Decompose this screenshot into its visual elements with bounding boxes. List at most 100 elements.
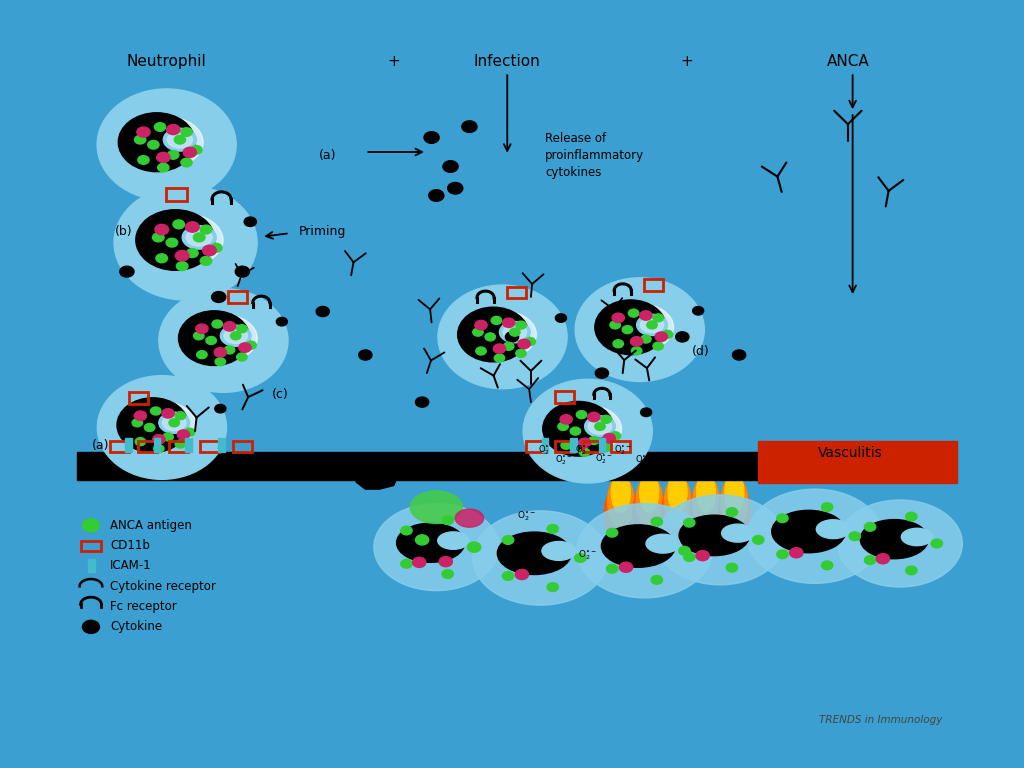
Ellipse shape — [655, 495, 784, 584]
Ellipse shape — [159, 289, 288, 392]
Text: TRENDS in Immunology: TRENDS in Immunology — [819, 715, 942, 725]
Circle shape — [443, 161, 458, 172]
Circle shape — [155, 123, 166, 131]
Circle shape — [663, 330, 673, 339]
Circle shape — [194, 233, 205, 242]
Circle shape — [613, 339, 624, 348]
Ellipse shape — [523, 379, 652, 483]
Ellipse shape — [721, 476, 748, 527]
Bar — [599, 438, 605, 452]
Text: O$_2^{\bullet-}$: O$_2^{\bullet-}$ — [595, 452, 613, 466]
Circle shape — [676, 332, 689, 342]
Circle shape — [174, 135, 185, 144]
Bar — [218, 438, 225, 452]
Circle shape — [168, 151, 179, 159]
Circle shape — [510, 328, 520, 336]
Circle shape — [416, 397, 429, 407]
Circle shape — [595, 368, 608, 378]
Ellipse shape — [689, 483, 723, 545]
Text: ANCA: ANCA — [826, 54, 869, 69]
Bar — [88, 559, 95, 572]
Ellipse shape — [163, 415, 186, 431]
Bar — [185, 438, 191, 452]
Ellipse shape — [692, 476, 719, 527]
Circle shape — [169, 419, 179, 427]
Circle shape — [684, 518, 695, 527]
Circle shape — [877, 554, 890, 564]
Circle shape — [577, 411, 587, 419]
Ellipse shape — [148, 214, 223, 266]
Text: (c): (c) — [271, 389, 289, 402]
Bar — [126, 438, 132, 452]
Circle shape — [155, 224, 169, 235]
Text: O$_2^{\bullet-}$: O$_2^{\bullet-}$ — [555, 453, 572, 467]
Ellipse shape — [411, 491, 462, 524]
Ellipse shape — [601, 525, 675, 568]
Circle shape — [849, 532, 860, 541]
Circle shape — [821, 503, 833, 511]
Circle shape — [647, 321, 657, 329]
Circle shape — [181, 127, 193, 137]
Circle shape — [132, 419, 142, 427]
Circle shape — [176, 262, 188, 270]
Circle shape — [492, 316, 502, 324]
Circle shape — [175, 412, 185, 420]
Ellipse shape — [438, 285, 567, 389]
Circle shape — [462, 121, 477, 132]
Text: O$_2^{\bullet-}$: O$_2^{\bullet-}$ — [696, 451, 715, 465]
Circle shape — [641, 408, 651, 416]
Ellipse shape — [665, 476, 691, 527]
Circle shape — [156, 254, 168, 263]
Circle shape — [151, 407, 161, 415]
Ellipse shape — [575, 278, 705, 382]
Circle shape — [623, 326, 633, 333]
Circle shape — [606, 564, 617, 573]
Ellipse shape — [611, 472, 631, 512]
Circle shape — [468, 542, 481, 552]
Circle shape — [905, 512, 918, 521]
Circle shape — [503, 571, 514, 581]
Ellipse shape — [498, 532, 571, 574]
Circle shape — [177, 430, 189, 439]
Circle shape — [603, 433, 615, 443]
Circle shape — [655, 332, 668, 342]
Circle shape — [589, 436, 599, 445]
Circle shape — [224, 346, 234, 354]
Circle shape — [424, 131, 439, 144]
Circle shape — [476, 347, 486, 355]
Ellipse shape — [500, 322, 530, 343]
Bar — [110, 441, 129, 452]
Circle shape — [595, 300, 667, 355]
Ellipse shape — [167, 131, 193, 148]
Bar — [138, 441, 158, 452]
Text: O$_2^{\bullet-}$: O$_2^{\bullet-}$ — [575, 444, 593, 458]
Ellipse shape — [722, 524, 754, 542]
Circle shape — [726, 563, 737, 572]
Circle shape — [439, 557, 453, 567]
Bar — [166, 188, 186, 201]
Bar — [228, 291, 247, 303]
Circle shape — [777, 550, 788, 558]
Circle shape — [494, 344, 506, 353]
Circle shape — [561, 442, 571, 449]
Ellipse shape — [554, 406, 622, 452]
Circle shape — [495, 354, 505, 362]
Ellipse shape — [164, 128, 197, 151]
Circle shape — [606, 528, 617, 537]
Circle shape — [506, 332, 518, 342]
Circle shape — [183, 147, 197, 157]
Circle shape — [601, 415, 611, 423]
Circle shape — [236, 266, 250, 277]
Text: O$_2^{\bullet-}$: O$_2^{\bullet-}$ — [538, 444, 555, 458]
Ellipse shape — [189, 315, 257, 362]
Circle shape — [215, 358, 225, 366]
Circle shape — [651, 518, 663, 526]
Bar — [570, 438, 577, 452]
Bar — [154, 438, 161, 452]
Circle shape — [640, 311, 652, 320]
Ellipse shape — [114, 185, 257, 300]
Bar — [758, 442, 956, 483]
Ellipse shape — [646, 535, 680, 553]
Text: Cytokine receptor: Cytokine receptor — [110, 580, 216, 593]
Circle shape — [237, 325, 247, 333]
